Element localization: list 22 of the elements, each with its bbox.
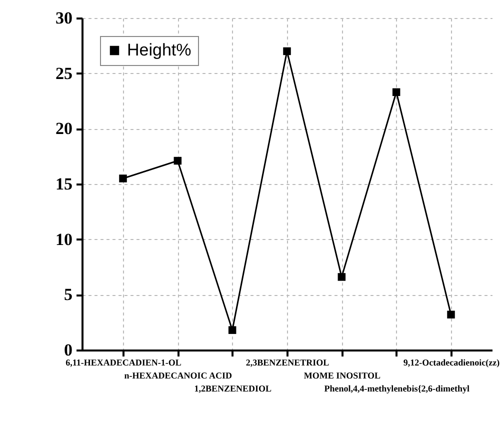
x-tick-label: 1,2BENZENEDIOL — [194, 384, 272, 394]
x-tick-label: 6,11-HEXADECADIEN-1-OL — [66, 358, 182, 368]
x-tick-label: 9,12-Octadecadienoic(zz) — [403, 358, 500, 368]
legend-label: Height% — [127, 40, 192, 60]
point — [228, 326, 236, 334]
point — [392, 88, 400, 96]
y-tick-label: 0 — [64, 340, 72, 360]
point — [119, 174, 127, 182]
point — [283, 47, 291, 56]
y-tick-label: 5 — [64, 285, 72, 304]
point — [338, 273, 346, 281]
x-tick-label: 2,3BENZENETRIOL — [246, 358, 330, 368]
x-tick-label: MOME INOSITOL — [304, 370, 380, 380]
x-tick-label: Phenol,4,4-methylenebis{2,6-dimethyl — [324, 384, 470, 394]
y-tick-label: 30 — [56, 8, 72, 28]
y-tick-label: 25 — [56, 64, 72, 83]
point — [174, 156, 182, 165]
y-tick-label: 10 — [56, 230, 72, 249]
x-tick-label: n-HEXADECANOIC ACID — [124, 370, 233, 380]
y-tick-label: 15 — [56, 174, 72, 194]
point — [447, 310, 455, 318]
y-tick-label: 20 — [56, 119, 72, 138]
